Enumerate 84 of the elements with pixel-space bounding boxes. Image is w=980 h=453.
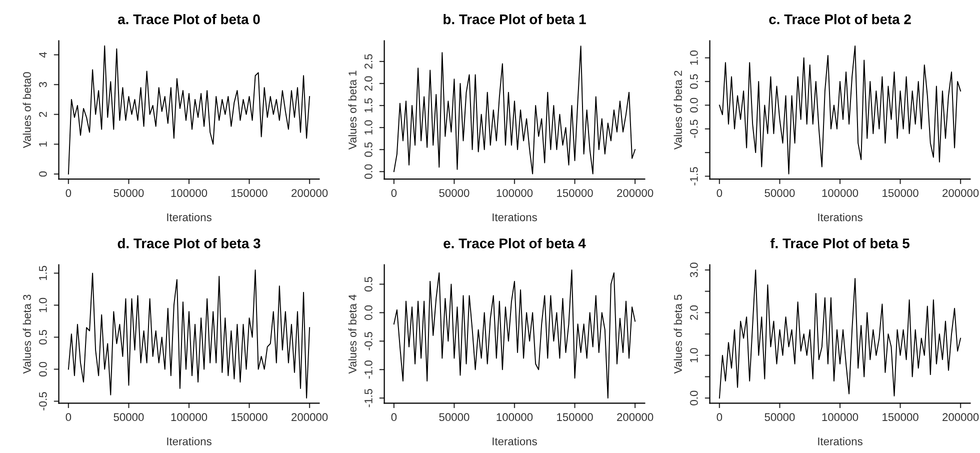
line-series [393, 46, 636, 174]
y-tick-label: 1.0 [690, 348, 698, 362]
x-tick-label: 50000 [439, 189, 470, 197]
line-series [393, 269, 636, 399]
x-tick-label: 150000 [557, 189, 593, 197]
chart-title: f. Trace Plot of beta 5 [770, 238, 910, 248]
x-tick-label: 150000 [232, 189, 268, 197]
x-axis-title: Iterations [167, 437, 212, 446]
x-axis-title: Iterations [492, 437, 537, 446]
x-tick-label: 150000 [882, 189, 918, 197]
y-tick-label: 3.0 [690, 262, 698, 278]
y-tick-label: 0.0 [364, 164, 372, 179]
x-tick-label: 100000 [171, 413, 208, 422]
y-tick-label: 0.0 [690, 390, 698, 406]
y-tick-label: 2.0 [690, 305, 698, 320]
x-tick-label: 50000 [114, 413, 144, 422]
x-tick-label: 150000 [557, 413, 593, 422]
x-tick-label: 100000 [822, 413, 858, 422]
y-tick-label: 0.5 [690, 74, 698, 89]
x-tick-label: 150000 [882, 413, 918, 422]
y-axis-title: Values of beta 5 [674, 294, 682, 374]
y-axis-title: Values of beta 4 [348, 294, 356, 374]
y-tick-label: -1.5 [690, 167, 698, 186]
line-series [718, 269, 962, 399]
x-tick-label: 100000 [496, 413, 533, 422]
x-tick-label: 200000 [617, 189, 654, 197]
x-tick-label: 200000 [942, 413, 979, 422]
y-tick-label: 0 [39, 171, 47, 177]
x-axis-title: Iterations [818, 437, 862, 446]
y-tick-label: 0.0 [690, 98, 698, 112]
y-axis-title: Values of beta 1 [348, 70, 356, 150]
chart-title: b. Trace Plot of beta 1 [444, 14, 586, 24]
x-tick-label: 200000 [617, 413, 654, 422]
x-tick-label: 50000 [764, 413, 795, 422]
y-tick-label: -1.5 [364, 388, 372, 408]
x-axis-title: Iterations [167, 213, 212, 222]
y-tick-label: -0.5 [39, 392, 47, 410]
y-tick-label: 0.0 [364, 305, 372, 320]
x-tick-label: 0 [66, 413, 72, 422]
x-tick-label: 150000 [232, 413, 268, 422]
y-tick-label: 2.5 [364, 54, 372, 69]
x-tick-label: 100000 [496, 189, 533, 197]
y-tick-label: -0.5 [364, 332, 372, 350]
y-tick-label: 4 [39, 52, 47, 58]
y-tick-label: 2 [39, 112, 47, 117]
y-tick-label: 1.5 [364, 98, 372, 112]
y-axis-title: Values of beta 3 [22, 294, 31, 374]
y-tick-label: 0.5 [364, 276, 372, 292]
x-tick-label: 200000 [292, 189, 328, 197]
y-tick-label: 2.0 [364, 76, 372, 91]
y-tick-label: 0.5 [39, 330, 47, 344]
x-tick-label: 200000 [292, 413, 328, 422]
x-tick-label: 100000 [171, 189, 208, 197]
chart-title: e. Trace Plot of beta 4 [444, 238, 586, 248]
y-tick-label: 0.5 [364, 142, 372, 157]
x-tick-label: 0 [716, 413, 722, 422]
chart-title: d. Trace Plot of beta 3 [118, 238, 260, 248]
x-tick-label: 0 [716, 189, 722, 197]
x-axis-title: Iterations [818, 213, 862, 222]
x-tick-label: 0 [66, 189, 72, 197]
y-tick-label: 1.0 [690, 50, 698, 65]
chart-title: a. Trace Plot of beta 0 [118, 14, 260, 24]
y-tick-label: 1.0 [364, 120, 372, 134]
x-axis-title: Iterations [492, 213, 537, 222]
line-series [68, 45, 310, 175]
y-tick-label: 3 [39, 82, 47, 88]
x-tick-label: 50000 [439, 413, 470, 422]
x-tick-label: 50000 [764, 189, 795, 197]
y-tick-label: 1.5 [39, 266, 47, 280]
line-series [718, 45, 962, 174]
y-tick-label: -1.0 [364, 360, 372, 379]
x-tick-label: 0 [391, 189, 397, 197]
y-tick-label: 1.0 [39, 298, 47, 312]
y-axis-title: Values of beta 2 [674, 70, 682, 150]
y-tick-label: 1 [39, 142, 47, 146]
x-tick-label: 200000 [942, 189, 979, 197]
chart-title: c. Trace Plot of beta 2 [769, 14, 911, 24]
x-tick-label: 100000 [822, 189, 858, 197]
y-tick-label: 0.0 [39, 362, 47, 377]
y-tick-label: -0.5 [690, 120, 698, 138]
x-tick-label: 50000 [114, 189, 144, 197]
line-series [68, 269, 310, 399]
y-axis-title: Values of beta0 [22, 72, 31, 148]
x-tick-label: 0 [391, 413, 397, 422]
